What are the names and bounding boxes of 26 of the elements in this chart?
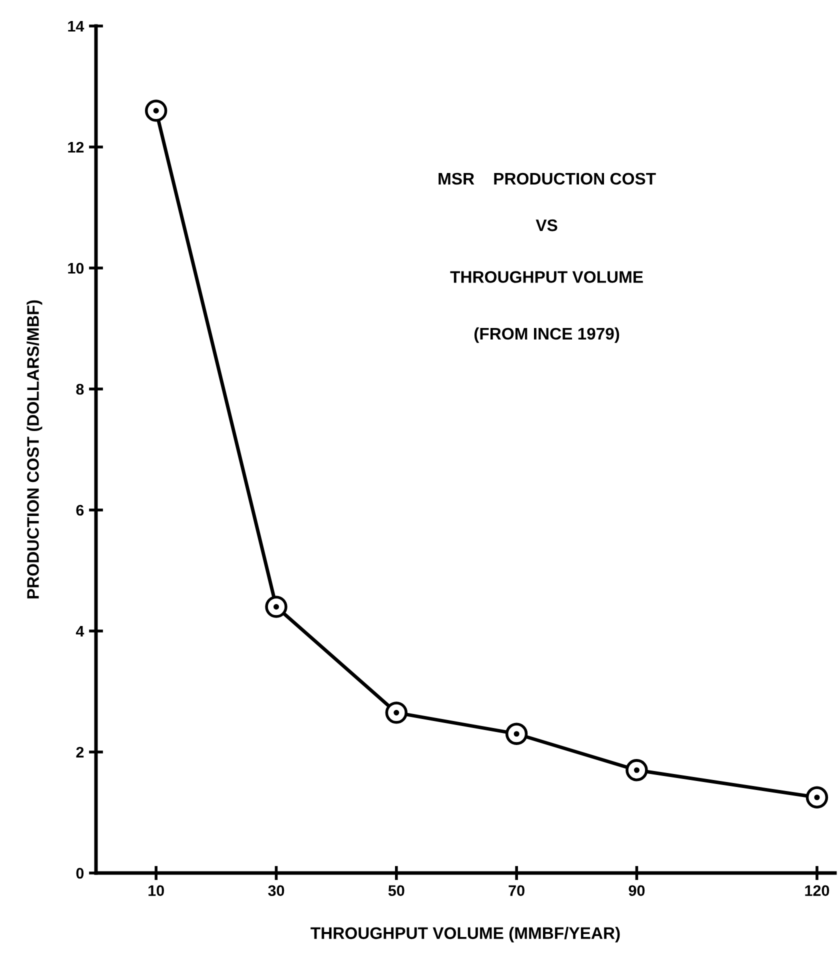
point [144, 100, 168, 122]
annotation: THROUGHPUT VOLUME [450, 271, 643, 283]
point [265, 596, 288, 618]
x-tick-label: 10 [148, 885, 164, 896]
y-tick-label: 14 [68, 21, 84, 32]
y-tick-label: 8 [76, 384, 84, 395]
x-tick-label: 30 [268, 885, 284, 896]
y-tick-label: 6 [76, 504, 84, 516]
x-axis-title: THROUGHPUT VOLUME (MMBF/YEAR) [310, 926, 620, 942]
y-tick-label: 10 [68, 262, 84, 274]
annotation: (FROM INCE 1979) [474, 327, 620, 343]
x-tick-label: 120 [805, 885, 830, 896]
annotation: MSR PRODUCTION COST [438, 172, 656, 185]
point [806, 786, 828, 808]
x-tick-label: 70 [508, 885, 524, 896]
y-axis-title: PRODUCTION COST (DOLLARS/MBF) [26, 300, 42, 598]
x-tick-label: 90 [628, 885, 645, 896]
y-tick-label: 4 [76, 626, 84, 637]
annotation: VS [536, 219, 558, 232]
y-tick-label: 12 [68, 142, 84, 153]
point [385, 702, 408, 724]
x-tick-label: 50 [388, 885, 404, 896]
point [626, 759, 648, 782]
y-tick-label: 2 [76, 746, 84, 758]
y-tick-label: 0 [76, 868, 84, 879]
point [505, 722, 528, 745]
